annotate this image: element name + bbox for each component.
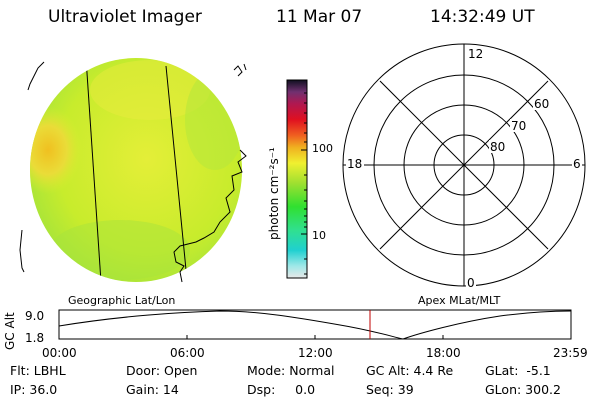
mlat-label-80: 80 [490,140,505,154]
intensity-colorbar: 100 10 photon cm⁻²s⁻¹ [267,79,333,279]
gc-alt-axis-label: GC Alt [3,312,17,350]
gain-status: Gain: 14 [126,382,179,397]
altitude-curve [58,310,572,340]
time-label: 14:32:49 UT [430,7,535,27]
mlt-label-6: 6 [573,157,581,171]
alt-tick-1-8: 1.8 [25,331,44,345]
glat-status: GLat: -5.1 [485,363,551,378]
filter-status: Flt: LBHL [10,363,66,378]
seq-status: Seq: 39 [366,382,414,397]
coastline-outlines [19,61,247,283]
colorbar-tick-100: 100 [312,142,333,155]
apex-label: Apex MLat/MLT [418,294,501,307]
gc-alt-status: GC Alt: 4.4 Re [366,363,454,378]
ip-status: IP: 36.0 [10,382,58,397]
mlt-label-12: 12 [468,47,483,61]
polar-labels: 12 18 6 0 60 70 80 [346,47,582,290]
instrument-title: Ultraviolet Imager [48,7,202,27]
mlt-label-18: 18 [347,157,362,171]
colorbar-unit-label: photon cm⁻²s⁻¹ [267,147,281,240]
time-tick-0000: 00:00 [42,346,77,360]
polar-mlt-plot [342,43,586,287]
time-tick-2359: 23:59 [553,346,588,360]
mode-status: Mode: Normal [247,363,335,378]
time-tick-0600: 06:00 [170,346,205,360]
dsp-status: Dsp: 0.0 [247,382,316,397]
time-tick-1200: 12:00 [298,346,333,360]
door-status: Door: Open [126,363,198,378]
mlat-label-70: 70 [511,119,526,133]
auroral-disk-image [30,58,242,282]
colorbar-tick-10: 10 [312,229,326,242]
altitude-timeline: GC Alt 9.0 1.8 00:00 06:00 12:00 18:00 2… [3,309,588,360]
time-tick-1800: 18:00 [426,346,461,360]
mlt-label-0: 0 [467,276,475,290]
geographic-label: Geographic Lat/Lon [68,294,175,307]
alt-tick-9: 9.0 [25,309,44,323]
glon-status: GLon: 300.2 [485,382,561,397]
date-label: 11 Mar 07 [276,7,363,27]
mlat-label-60: 60 [534,97,549,111]
